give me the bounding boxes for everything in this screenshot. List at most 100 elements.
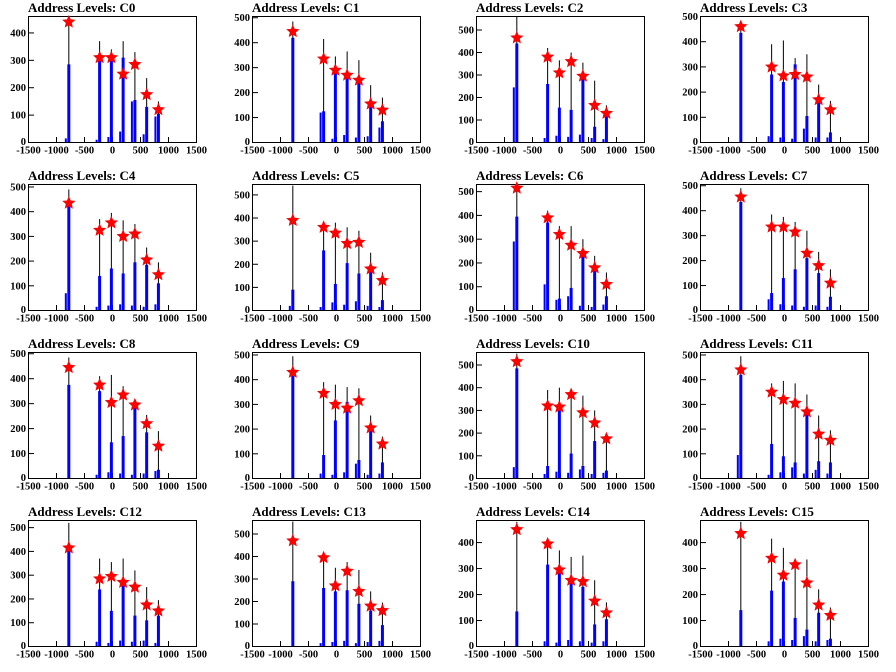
x-tick-label: 500: [805, 482, 821, 493]
y-tick-label: 500: [234, 530, 250, 541]
y-tick-label: 0: [21, 137, 26, 148]
chart-panel: Address Levels: C1 0 100 200 300 400 500 -1500-…: [224, 0, 448, 168]
peak-star-marker: [116, 67, 130, 80]
peak-star-marker: [588, 98, 602, 111]
peak-star-marker: [800, 575, 814, 589]
y-tick-label: 100: [682, 449, 698, 460]
y-tick-label: 100: [10, 449, 26, 460]
peak-star-marker: [328, 226, 342, 239]
peak-star-marker: [62, 360, 76, 374]
peak-star-marker: [104, 215, 118, 229]
y-tick-label: 300: [458, 71, 474, 82]
peak-star-marker: [788, 396, 802, 409]
y-tick-label: 300: [10, 399, 26, 410]
x-tick-label: 500: [805, 146, 821, 157]
chart-panel: Address Levels: C4 0 100 200 300 400 500 -1500-…: [0, 168, 224, 336]
chart-panel: Address Levels: C12 0 100 200 300 400 500 -1500…: [0, 504, 224, 672]
peak-star-marker: [140, 416, 154, 430]
y-tick-label: 400: [682, 538, 698, 549]
peak-star-marker: [800, 70, 814, 83]
y-tick-label: 500: [682, 181, 698, 192]
x-tick-label: 0: [558, 482, 563, 493]
x-tick-label: 1000: [830, 314, 851, 325]
x-tick-label: 1500: [186, 650, 207, 661]
y-tick-label: 300: [458, 235, 474, 246]
panel-title: Address Levels: C12: [28, 504, 142, 519]
y-tick-label: 100: [682, 113, 698, 124]
peak-star-marker: [776, 68, 790, 82]
x-tick-label: -1500: [16, 482, 41, 493]
x-tick-label: -1000: [268, 482, 293, 493]
y-tick-label: 400: [10, 547, 26, 558]
plot-frame: [476, 16, 645, 143]
peak-star-marker: [812, 92, 826, 106]
y-tick-label: 0: [469, 137, 474, 148]
plot-frame: [28, 184, 197, 311]
y-tick-label: 400: [682, 206, 698, 217]
y-tick-label: 200: [10, 424, 26, 435]
x-tick-label: -500: [299, 314, 318, 325]
plot-frame: [476, 184, 645, 311]
x-tick-label: 1000: [382, 146, 403, 157]
peak-star-marker: [116, 387, 130, 401]
panel-title: Address Levels: C2: [476, 0, 583, 15]
x-tick-label: -1500: [16, 314, 41, 325]
peak-star-marker: [552, 562, 566, 576]
x-tick-label: -1000: [492, 482, 517, 493]
peak-star-marker: [812, 258, 826, 272]
peak-star-marker: [576, 69, 590, 82]
x-tick-label: 1000: [606, 482, 627, 493]
peak-star-marker: [375, 273, 390, 287]
y-tick-label: 100: [458, 116, 474, 127]
x-tick-label: 0: [334, 482, 339, 493]
y-tick-label: 100: [234, 113, 250, 124]
y-tick-label: 100: [234, 283, 250, 294]
peak-star-marker: [352, 584, 366, 597]
peak-star-marker: [800, 404, 814, 418]
peak-star-marker: [599, 106, 614, 119]
peak-star-marker: [140, 252, 154, 266]
y-tick-label: 0: [693, 305, 698, 316]
peak-star-marker: [599, 605, 614, 619]
x-tick-label: 0: [110, 482, 115, 493]
y-tick-label: 200: [682, 590, 698, 601]
chart-panel: Address Levels: C2 0 100 200 300 400 500 -1500-…: [448, 0, 672, 168]
x-tick-label: 500: [133, 314, 149, 325]
peak-star-marker: [823, 276, 838, 289]
peak-star-marker: [564, 573, 578, 586]
panel-title: Address Levels: C8: [28, 336, 136, 351]
x-tick-label: -1000: [492, 314, 517, 325]
x-tick-label: -500: [75, 650, 94, 661]
peak-star-marker: [364, 261, 378, 275]
panel-title: Address Levels: C13: [252, 504, 366, 519]
chart-panel: Address Levels: C14 0 100 200 300 400 -1500 -10…: [448, 504, 672, 672]
chart-panel: Address Levels: C7 0 100 200 300 400 500 -1500-…: [672, 168, 896, 336]
plot-frame: [28, 16, 197, 143]
plot-frame: [252, 16, 421, 143]
peak-star-marker: [328, 63, 342, 76]
x-tick-label: 0: [782, 314, 787, 325]
y-tick-label: 100: [458, 616, 474, 627]
peak-star-marker: [788, 67, 802, 81]
peak-star-marker: [552, 65, 566, 79]
y-tick-label: 300: [234, 400, 250, 411]
peak-star-marker: [788, 557, 802, 571]
panel-canvas: Address Levels: C15 0 100 200 300 400 -1500 -10…: [682, 504, 879, 661]
peak-star-marker: [62, 540, 76, 554]
y-tick-label: 0: [21, 473, 26, 484]
peak-star-marker: [734, 190, 748, 203]
x-tick-label: -1500: [688, 314, 713, 325]
x-tick-label: 500: [133, 650, 149, 661]
y-tick-label: 100: [234, 449, 250, 460]
panel-title: Address Levels: C15: [700, 504, 814, 519]
x-tick-label: 1500: [858, 314, 879, 325]
peak-star-marker: [564, 238, 578, 251]
y-tick-label: 300: [682, 564, 698, 575]
x-tick-label: -1500: [464, 146, 489, 157]
panel-canvas: Address Levels: C40100200300400500-1500-…: [10, 168, 207, 325]
x-tick-label: 500: [805, 314, 821, 325]
y-tick-label: 500: [458, 187, 474, 198]
peak-star-marker: [151, 603, 166, 617]
x-tick-label: -1500: [688, 650, 713, 661]
x-tick-label: -1500: [240, 146, 265, 157]
